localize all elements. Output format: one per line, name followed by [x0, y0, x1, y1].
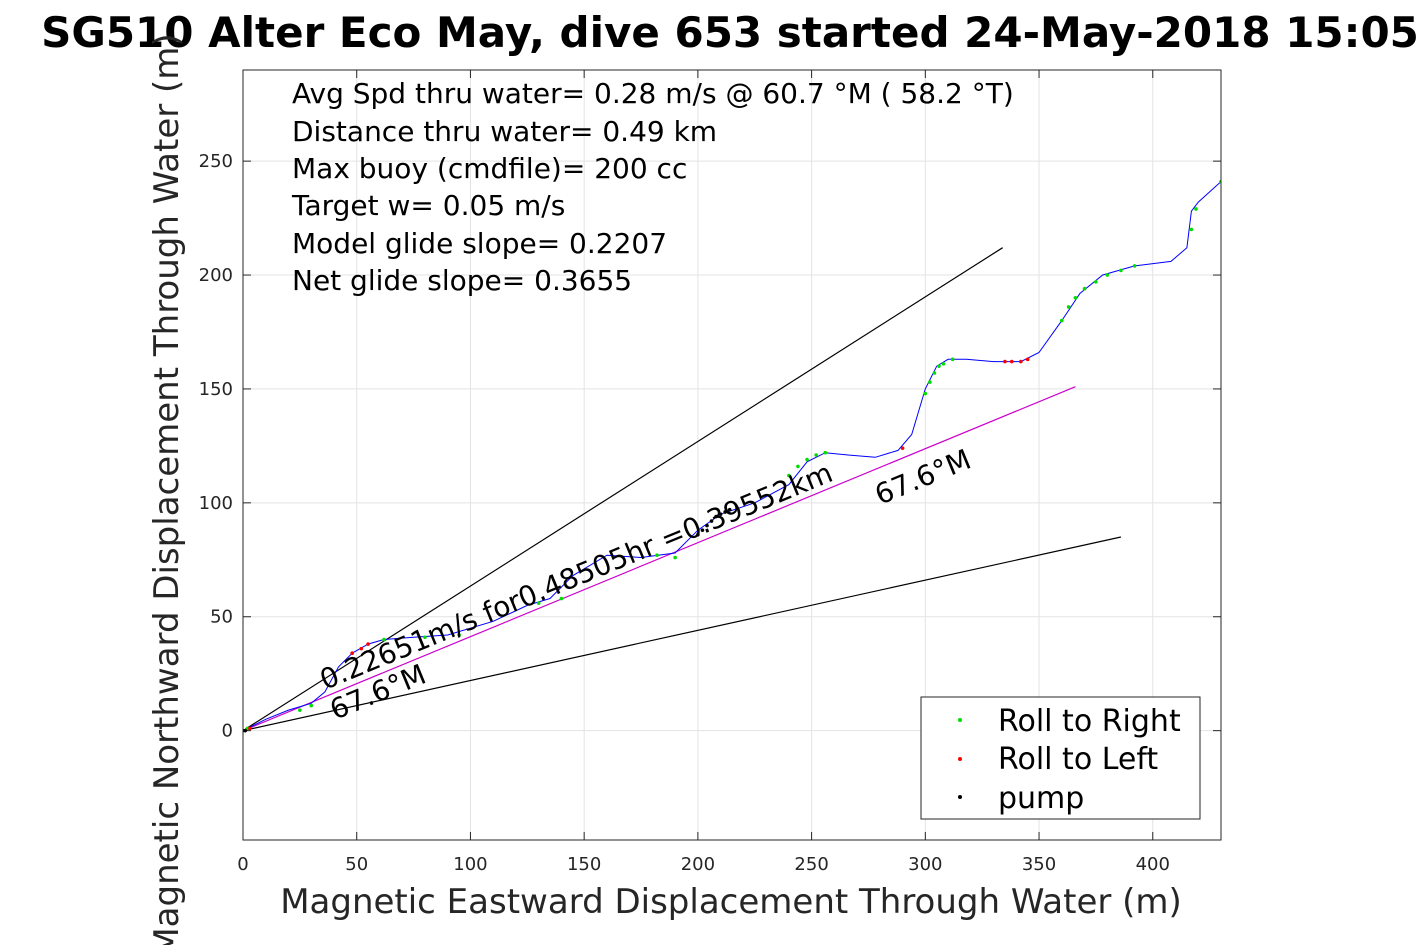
point-roll-to-right — [298, 708, 302, 712]
point-roll-to-left — [248, 726, 252, 731]
annotation-block: Avg Spd thru water= 0.28 m/s @ 60.7 °M (… — [291, 77, 1014, 297]
point-roll-to-right — [1094, 280, 1098, 284]
point-pump — [718, 512, 723, 517]
legend-box — [920, 696, 1201, 820]
annotation-avg-speed: Avg Spd thru water= 0.28 m/s @ 60.7 °M (… — [292, 77, 1014, 110]
point-roll-to-right — [796, 464, 800, 469]
legend-label-roll-left: Roll to Left — [998, 742, 1158, 777]
annotation-net-glide: Net glide slope= 0.3655 — [292, 264, 632, 297]
annotation-model-glide: Model glide slope= 0.2207 — [292, 227, 667, 260]
x-tick-label: 300 — [908, 854, 942, 875]
point-roll-to-right — [928, 380, 932, 384]
point-pump — [727, 507, 732, 512]
axis-ticks: 0 50 100 150 200 250 300 350 400 0 50 100 150 200 250 — [199, 70, 1221, 875]
y-axis-label: Magnetic Northward Displacement Through … — [147, 33, 187, 945]
x-tick-label: 150 — [567, 854, 601, 875]
y-tick-label: 250 — [199, 151, 233, 172]
x-tick-label: 100 — [453, 854, 487, 875]
point-roll-to-right — [423, 635, 427, 640]
point-pump — [696, 532, 700, 537]
point-roll-to-right — [1119, 268, 1123, 273]
point-roll-to-right — [787, 473, 791, 478]
legend: Roll to Right Roll to Left pump — [920, 696, 1201, 820]
point-roll-to-right — [1132, 264, 1137, 268]
x-tick-label: 0 — [237, 854, 248, 875]
legend-label-pump: pump — [998, 781, 1084, 816]
point-roll-to-right — [1066, 305, 1071, 309]
envelope-line-lower — [243, 536, 1122, 732]
point-pump — [705, 523, 709, 528]
point-roll-to-right — [823, 450, 828, 455]
point-roll-to-right — [805, 457, 809, 462]
x-tick-label: 350 — [1022, 854, 1056, 875]
point-pump — [709, 519, 714, 523]
point-roll-to-right — [1073, 296, 1078, 300]
point-roll-to-right — [814, 453, 818, 457]
annotation-max-buoy: Max buoy (cmdfile)= 200 cc — [292, 152, 687, 185]
envelope-line-mean — [243, 386, 1076, 732]
point-roll-to-right — [1105, 273, 1110, 277]
point-roll-to-right — [309, 703, 314, 708]
x-tick-label: 250 — [794, 854, 828, 875]
x-axis-label: Magnetic Eastward Displacement Through W… — [280, 882, 1182, 922]
point-pump — [714, 514, 718, 519]
point-pump — [723, 510, 727, 514]
point-roll-to-right — [457, 633, 461, 637]
point-roll-to-left — [350, 651, 354, 655]
point-roll-to-right — [937, 364, 941, 368]
plot-frame — [242, 69, 1222, 841]
y-tick-label: 0 — [222, 721, 233, 742]
y-tick-label: 200 — [199, 265, 233, 286]
point-roll-to-right — [655, 553, 659, 558]
point-roll-to-right — [559, 596, 564, 601]
point-roll-to-left — [366, 642, 370, 646]
point-roll-to-left — [1019, 359, 1023, 364]
legend-label-roll-right: Roll to Right — [998, 704, 1181, 739]
x-tick-label: 400 — [1136, 854, 1170, 875]
point-pump — [700, 528, 705, 532]
annotation-distance: Distance thru water= 0.49 km — [292, 115, 717, 148]
point-roll-to-right — [1059, 318, 1064, 323]
point-roll-to-right — [923, 391, 928, 396]
x-tick-label: 200 — [681, 854, 715, 875]
plot-lines — [243, 181, 1221, 732]
point-pump — [243, 728, 248, 733]
point-roll-to-right — [382, 637, 386, 642]
point-roll-to-right — [941, 362, 946, 366]
x-tick-label: 50 — [345, 854, 368, 875]
point-roll-to-right — [536, 601, 541, 605]
point-roll-to-right — [932, 371, 937, 375]
point-roll-to-left — [1009, 359, 1014, 364]
legend-marker-roll-left — [958, 757, 962, 761]
point-roll-to-right — [673, 555, 677, 560]
point-roll-to-right — [1189, 227, 1194, 232]
chart-title: SG510 Alter Eco May, dive 653 started 24… — [41, 8, 1417, 57]
envelope-line-upper — [243, 247, 1003, 732]
point-roll-to-left — [900, 446, 905, 450]
y-tick-label: 50 — [210, 607, 233, 628]
point-roll-to-left — [1025, 357, 1030, 362]
point-roll-to-left — [1003, 359, 1007, 364]
y-tick-label: 150 — [199, 379, 233, 400]
point-roll-to-right — [950, 357, 955, 362]
point-roll-to-right — [1194, 207, 1198, 211]
y-tick-label: 100 — [199, 493, 233, 514]
annotation-target-w: Target w= 0.05 m/s — [291, 189, 565, 222]
legend-marker-roll-right — [958, 718, 962, 722]
point-roll-to-left — [359, 646, 364, 651]
legend-marker-pump — [958, 795, 962, 799]
plot-points — [243, 179, 1221, 733]
point-roll-to-right — [1082, 286, 1087, 291]
